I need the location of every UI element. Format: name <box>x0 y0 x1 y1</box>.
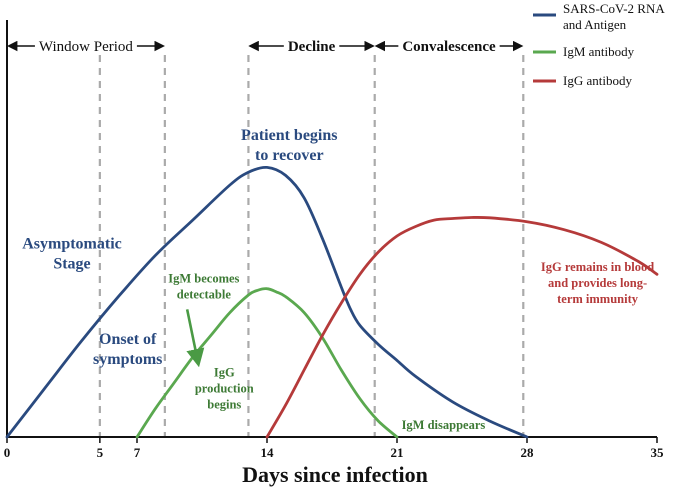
annotation-igm-becomes-detectable: IgM becomes detectable <box>168 271 239 301</box>
annotation-onset-of-symptoms: Onset of symptoms <box>93 331 162 368</box>
series-line-sars-cov-2-rna-and-antigen <box>5 165 529 439</box>
legend-item-sars-cov-2-rna-and-antigen: SARS-CoV-2 RNA and Antigen <box>533 1 665 32</box>
x-tick-label: 7 <box>134 445 141 460</box>
annotation-line: Asymptomatic <box>22 235 122 252</box>
phase-divider-lines <box>98 55 525 437</box>
series-line-igm-antibody <box>135 287 399 439</box>
phase-labels: Window Period Decline Convalescence <box>6 39 524 55</box>
annotation-line: detectable <box>177 287 232 301</box>
x-tick-label: 0 <box>4 445 11 460</box>
annotation-igg-remains-in-blood-and-provides-long-term-immunity: IgG remains in blood and provides long-te… <box>541 260 654 306</box>
x-tick-label: 21 <box>391 445 404 460</box>
legend-label: SARS-CoV-2 RNA and Antigen <box>563 1 665 32</box>
annotation-igm-disappears: IgM disappears <box>402 418 486 432</box>
legend-label: IgM antibody <box>563 44 635 59</box>
annotation-patient-begins-to-recover: Patient begins to recover <box>241 127 337 164</box>
phase-label: Convalescence <box>402 39 496 55</box>
annotation-line: term immunity <box>557 292 639 306</box>
x-tick-label: 28 <box>521 445 535 460</box>
annotation-line: IgM becomes <box>168 271 239 285</box>
legend-item-igm-antibody: IgM antibody <box>533 44 635 59</box>
annotation-line: IgG <box>214 365 235 379</box>
axes: 0 5 7 14 21 28 35 Days since infection <box>4 20 664 487</box>
annotation-line: begins <box>207 397 241 411</box>
annotation-line: Patient begins <box>241 127 337 144</box>
annotations: Asymptomatic Stage Onset of symptoms Patient… <box>22 127 654 432</box>
x-axis-title: Days since infection <box>242 462 428 487</box>
phase-convalescence: Convalescence <box>374 39 524 55</box>
legend: SARS-CoV-2 RNA and Antigen IgM antibody IgG… <box>533 1 665 88</box>
igm-detectable-arrow <box>185 309 205 368</box>
phase-window-period: Window Period <box>6 39 165 55</box>
phase-label: Decline <box>288 39 336 55</box>
annotation-line: production <box>195 381 254 395</box>
annotation-line: IgG remains in blood <box>541 260 654 274</box>
phase-decline: Decline <box>248 39 375 55</box>
series-line-igg-antibody <box>265 215 659 439</box>
annotation-line: symptoms <box>93 351 162 368</box>
x-tick-label: 35 <box>651 445 665 460</box>
legend-label: IgG antibody <box>563 73 632 88</box>
legend-item-igg-antibody: IgG antibody <box>533 73 632 88</box>
phase-label: Window Period <box>39 39 133 55</box>
annotation-line: IgM disappears <box>402 418 486 432</box>
annotation-line: Stage <box>53 255 90 272</box>
annotation-line: and provides long- <box>548 276 647 290</box>
annotation-line: to recover <box>255 147 324 164</box>
annotation-line: Onset of <box>99 331 157 348</box>
x-axis-ticks: 0 5 7 14 21 28 35 <box>4 437 664 460</box>
annotation-igg-production-begins: IgG production begins <box>195 365 254 411</box>
annotation-asymptomatic-stage: Asymptomatic Stage <box>22 235 122 272</box>
x-tick-label: 5 <box>97 445 104 460</box>
x-tick-label: 14 <box>261 445 275 460</box>
